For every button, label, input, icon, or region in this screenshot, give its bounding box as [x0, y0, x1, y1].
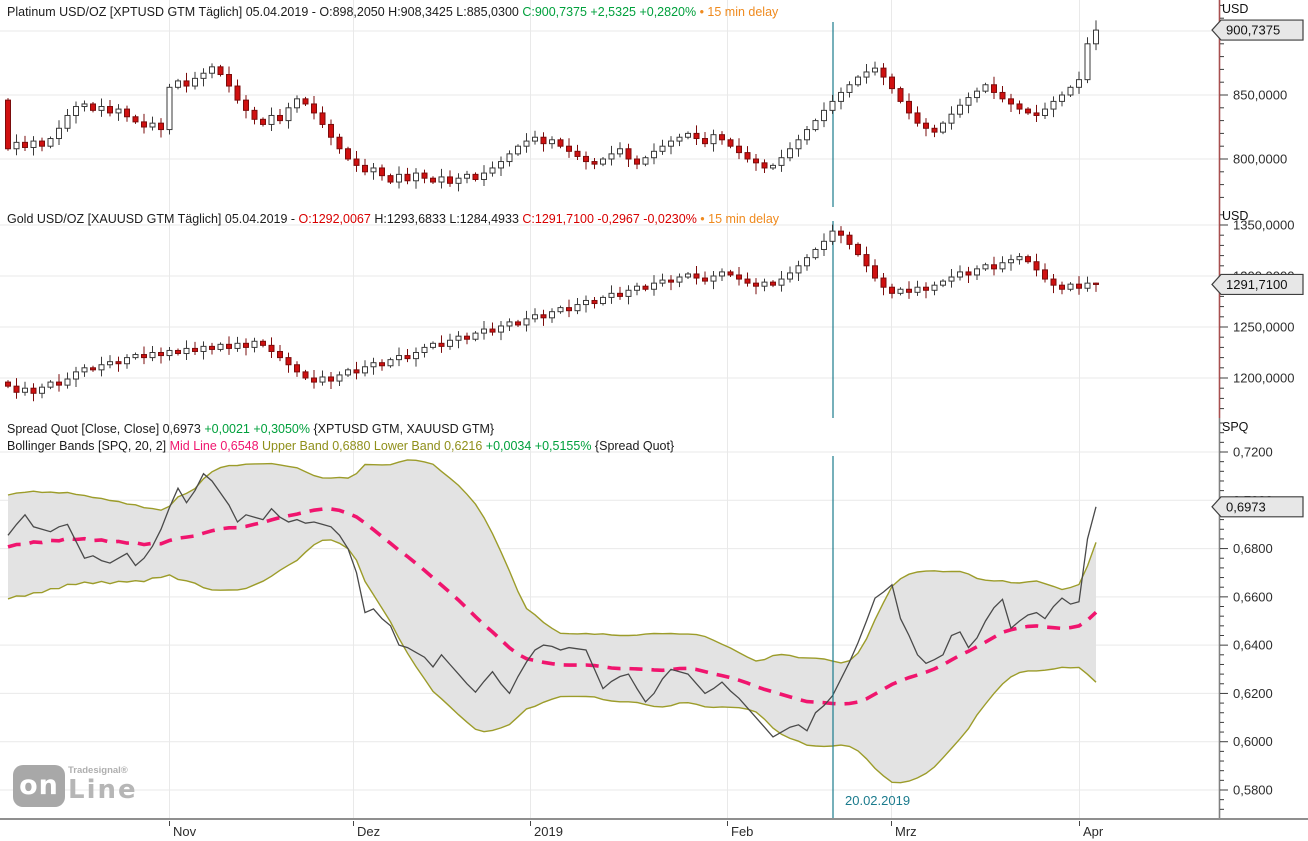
panel-canvas-spread[interactable]: 0,72000,70000,68000,66000,64000,62000,60… [0, 418, 1308, 818]
x-tick-label: Feb [731, 824, 754, 839]
y-tick-label: 0,7200 [1233, 445, 1273, 460]
x-tick [727, 821, 728, 826]
panel-spread[interactable]: 0,72000,70000,68000,66000,64000,62000,60… [0, 418, 1308, 818]
x-tick [169, 821, 170, 826]
y-tick-label: 0,6800 [1233, 541, 1273, 556]
legend-line: Spread Quot [Close, Close] 0,6973 +0,002… [7, 422, 495, 436]
y-tick-label: 1200,0000 [1233, 371, 1294, 386]
candles-platinum [5, 20, 1099, 192]
logo-line-text: Line [68, 775, 138, 805]
spread-quot-line [7, 472, 1097, 738]
legend-line: Bollinger Bands [SPQ, 20, 2] Mid Line 0,… [7, 439, 675, 453]
x-tick-label: Mrz [895, 824, 917, 839]
svg-text:900,7375: 900,7375 [1226, 23, 1280, 38]
panel-background [0, 207, 1308, 418]
bollinger-upper-band [7, 459, 1097, 664]
svg-text:0,6973: 0,6973 [1226, 499, 1266, 514]
price-tag-spread: 0,6973 [1211, 496, 1304, 518]
price-tag-gold: 1291,7100 [1211, 273, 1304, 296]
bollinger-mid-line [7, 507, 1098, 706]
x-tick-label: Nov [173, 824, 197, 839]
y-tick-label: 800,0000 [1233, 152, 1287, 167]
logo-on-badge: on [13, 765, 65, 807]
legend-gold[interactable]: Gold USD/OZ [XAUUSD GTM Täglich] 05.04.2… [7, 211, 779, 228]
legend-line: Gold USD/OZ [XAUUSD GTM Täglich] 05.04.2… [7, 212, 780, 226]
y-tick-label: 0,6000 [1233, 734, 1273, 749]
y-tick-label: 0,6200 [1233, 686, 1273, 701]
svg-text:1291,7100: 1291,7100 [1226, 277, 1287, 292]
legend-platinum[interactable]: Platinum USD/OZ [XPTUSD GTM Täglich] 05.… [7, 4, 778, 21]
bollinger-lower-band [7, 539, 1097, 784]
axis-unit-label: SPQ [1222, 420, 1249, 434]
y-tick-label: 0,6600 [1233, 589, 1273, 604]
axis-unit-label: USD [1222, 2, 1248, 16]
x-tick [891, 821, 892, 826]
panel-canvas-gold[interactable]: 1350,00001300,00001250,00001200,0000USD1… [0, 207, 1308, 418]
x-tick-label: Dez [357, 824, 381, 839]
price-axis-spread[interactable]: 0,72000,70000,68000,66000,64000,62000,60… [1218, 418, 1308, 818]
panel-platinum[interactable]: 850,0000 800,0000 USD 900,7375 [0, 0, 1308, 207]
axis-unit-label: USD [1222, 209, 1248, 223]
y-tick-label: 1350,0000 [1233, 218, 1294, 233]
panel-background [0, 0, 1308, 207]
y-tick-label: 0,5800 [1233, 783, 1273, 798]
gridlines [0, 418, 1219, 818]
gridlines [0, 207, 1219, 418]
y-tick-label: 0,6400 [1233, 638, 1273, 653]
x-tick [1079, 821, 1080, 826]
x-tick [353, 821, 354, 826]
panel-background [0, 418, 1308, 818]
legend-line: Platinum USD/OZ [XPTUSD GTM Täglich] 05.… [7, 5, 779, 19]
panel-gold[interactable]: 1350,00001300,00001250,00001200,0000USD1… [0, 207, 1308, 418]
legend-spread-bollinger[interactable]: Spread Quot [Close, Close] 0,6973 +0,002… [7, 421, 674, 455]
price-tag-platinum: 900,7375 [1211, 19, 1304, 41]
y-tick-label: 850,0000 [1233, 88, 1287, 103]
event-date-label: 20.02.2019 [845, 793, 911, 808]
time-axis[interactable]: Nov Dez 2019 Feb Mrz Apr [0, 818, 1308, 841]
y-tick-label: 1250,0000 [1233, 320, 1294, 335]
logo-brand-text: Tradesignal® [68, 765, 128, 776]
x-tick-label: 2019 [534, 824, 563, 839]
x-tick [530, 821, 531, 826]
x-tick-label: Apr [1083, 824, 1104, 839]
panel-canvas-platinum[interactable]: 850,0000 800,0000 USD 900,7375 [0, 0, 1308, 207]
candles-gold [5, 224, 1099, 402]
tradesignal-logo: on Tradesignal® Line [13, 765, 138, 807]
